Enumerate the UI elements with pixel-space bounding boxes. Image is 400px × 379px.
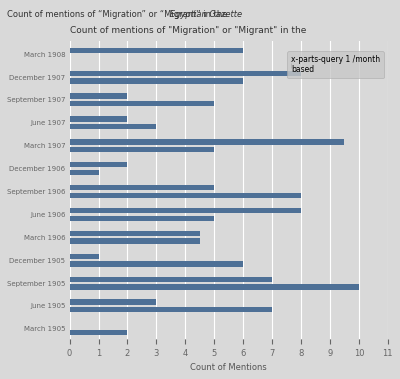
Bar — [70, 330, 128, 335]
Bar — [70, 48, 243, 53]
X-axis label: Count of Mentions: Count of Mentions — [190, 363, 267, 372]
Bar — [70, 185, 214, 190]
Bar — [70, 231, 200, 236]
Bar — [70, 216, 214, 221]
Bar — [70, 101, 214, 106]
Bar — [70, 94, 128, 99]
Text: Count of mentions of "Migration" or "Migrant" in the: Count of mentions of "Migration" or "Mig… — [70, 26, 309, 35]
Bar — [70, 147, 214, 152]
Bar — [70, 284, 359, 290]
Bar — [70, 70, 301, 76]
Bar — [70, 238, 200, 244]
Bar — [70, 277, 272, 282]
Bar — [70, 124, 156, 129]
Text: Count of mentions of “Migration” or “Migrant” in the: Count of mentions of “Migration” or “Mig… — [7, 10, 230, 19]
Bar — [70, 170, 98, 175]
Legend: x-parts-query 1 /month
based: x-parts-query 1 /month based — [287, 51, 384, 78]
Bar — [70, 307, 272, 312]
Bar — [70, 254, 98, 259]
Bar — [70, 162, 128, 168]
Text: Egyptian Gazette: Egyptian Gazette — [7, 10, 242, 19]
Bar — [70, 193, 301, 198]
Bar — [70, 116, 128, 122]
Bar — [70, 299, 156, 305]
Bar — [70, 78, 243, 84]
Bar — [70, 139, 344, 145]
Bar — [70, 262, 243, 267]
Bar — [70, 208, 301, 213]
